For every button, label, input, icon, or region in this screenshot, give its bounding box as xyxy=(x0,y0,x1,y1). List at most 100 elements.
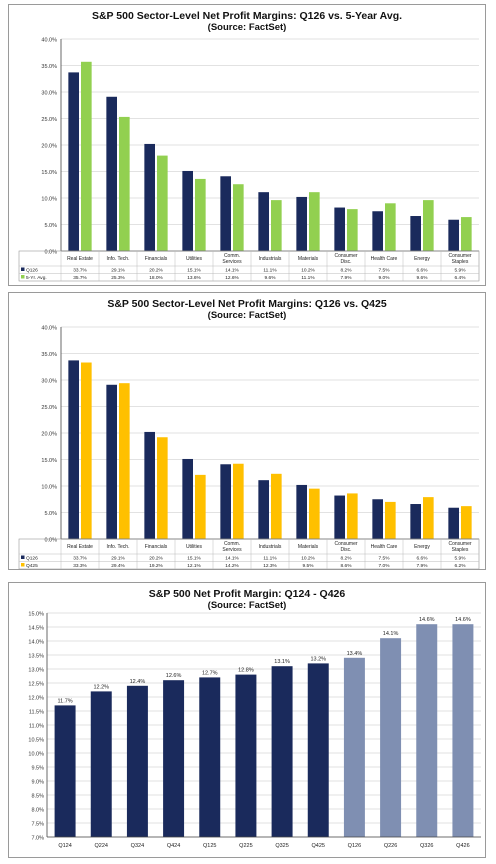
bar xyxy=(385,203,396,251)
data-label: 11.7% xyxy=(57,698,72,704)
bar xyxy=(220,464,231,539)
x-tick-label: Disc. xyxy=(340,259,351,265)
chart-title: S&P 500 Net Profit Margin: Q124 - Q426 xyxy=(148,588,346,600)
y-tick-label: 30.0% xyxy=(41,91,57,97)
data-label: 12.7% xyxy=(202,670,218,676)
legend-label: Q126 xyxy=(26,556,38,562)
y-tick-label: 30.0% xyxy=(41,379,57,385)
y-tick-label: 10.0% xyxy=(41,197,57,203)
chart-3-plot: 7.0% 7.5% 8.0% 8.5% 9.0% 9.5% 10.0% 10.5% 11.0% 1… xyxy=(28,612,481,849)
bar xyxy=(296,484,307,539)
bar xyxy=(54,705,76,837)
y-tick-label: 35.0% xyxy=(41,352,57,358)
bar xyxy=(334,207,345,251)
bar xyxy=(199,677,221,837)
table-value: 35.7% xyxy=(73,275,87,281)
y-tick-label: 7.5% xyxy=(31,822,44,828)
y-tick-label: 20.0% xyxy=(41,432,57,438)
legend-label: Q126 xyxy=(26,268,38,274)
bar xyxy=(296,196,307,251)
table-value: 12.6% xyxy=(225,275,239,281)
table-value: 8.2% xyxy=(341,268,353,274)
x-tick-label: Q324 xyxy=(131,843,144,849)
chart-title: S&P 500 Sector-Level Net Profit Margins:… xyxy=(91,10,403,22)
x-tick-label: Consumer xyxy=(334,253,357,259)
bar xyxy=(106,384,117,539)
data-label: 14.1% xyxy=(383,631,399,637)
bar xyxy=(233,184,244,251)
x-tick-label: Services xyxy=(222,259,242,265)
table-value: 5.9% xyxy=(455,268,467,274)
bar xyxy=(307,663,329,837)
legend-label: Q425 xyxy=(26,563,38,569)
bar xyxy=(385,501,396,539)
y-tick-label: 15.0% xyxy=(41,458,57,464)
bar xyxy=(448,219,459,251)
bar xyxy=(157,155,168,251)
x-tick-label: Comm. xyxy=(224,253,240,259)
bar xyxy=(372,499,383,539)
table-value: 12.1% xyxy=(187,563,201,569)
x-tick-label: Q125 xyxy=(203,843,216,849)
table-value: 9.6% xyxy=(417,275,429,281)
bar xyxy=(410,504,421,539)
bar xyxy=(309,488,320,539)
x-tick-label: Info. Tech. xyxy=(107,256,130,262)
bar xyxy=(343,657,365,837)
y-tick-label: 25.0% xyxy=(41,405,57,411)
x-tick-label: Industrials xyxy=(259,544,282,550)
y-tick-label: 13.5% xyxy=(28,654,44,660)
bar xyxy=(423,497,434,539)
bar xyxy=(347,493,358,539)
x-tick-label: Real Estate xyxy=(67,544,93,550)
y-tick-label: 11.0% xyxy=(29,724,44,730)
y-tick-label: 7.0% xyxy=(31,836,44,842)
legend-swatch xyxy=(21,555,25,559)
table-value: 12.3% xyxy=(263,563,277,569)
x-tick-label: Q224 xyxy=(95,843,108,849)
y-tick-label: 14.5% xyxy=(28,626,44,632)
chart-1-plot: 0.0% 5.0% 10.0% 15.0% 20.0% 25.0% 30.0% 35.0% 40… xyxy=(18,38,480,282)
chart-panel-1: S&P 500 Sector-Level Net Profit Margins:… xyxy=(8,4,486,286)
table-value: 13.6% xyxy=(187,275,201,281)
y-tick-label: 10.5% xyxy=(28,738,44,744)
chart-subtitle: (Source: FactSet) xyxy=(207,22,287,33)
bar xyxy=(157,437,168,539)
x-tick-label: Q126 xyxy=(348,843,361,849)
chart-panel-3: S&P 500 Net Profit Margin: Q124 - Q426 (… xyxy=(8,582,486,858)
bar xyxy=(461,217,472,251)
chart-subtitle: (Source: FactSet) xyxy=(207,310,287,321)
y-tick-label: 15.0% xyxy=(41,170,57,176)
data-label: 13.2% xyxy=(310,656,326,662)
table-value: 11.1% xyxy=(263,268,277,274)
bar xyxy=(271,473,282,539)
table-value: 20.2% xyxy=(149,268,163,274)
data-label: 12.8% xyxy=(238,668,254,674)
y-tick-label: 14.0% xyxy=(28,640,44,646)
table-value: 10.2% xyxy=(301,556,315,562)
bar xyxy=(144,431,155,539)
data-label: 12.6% xyxy=(166,673,182,679)
bar xyxy=(448,507,459,539)
bar xyxy=(81,362,92,539)
x-tick-label: Q424 xyxy=(167,843,180,849)
y-tick-label: 9.0% xyxy=(31,780,44,786)
y-tick-label: 11.5% xyxy=(29,710,44,716)
table-value: 14.1% xyxy=(225,556,239,562)
table-value: 7.5% xyxy=(379,556,391,562)
bar xyxy=(68,360,79,539)
chart-2-plot: 0.0% 5.0% 10.0% 15.0% 20.0% 25.0% 30.0% 35.0% 40… xyxy=(18,326,480,570)
y-tick-label: 13.0% xyxy=(28,668,44,674)
bar xyxy=(410,216,421,251)
bar xyxy=(90,691,112,837)
table-value: 5.9% xyxy=(455,556,467,562)
table-value: 6.4% xyxy=(455,275,467,281)
data-label: 13.1% xyxy=(274,659,290,665)
data-label: 13.4% xyxy=(347,651,363,657)
data-label: 14.6% xyxy=(419,617,435,623)
y-tick-label: 25.0% xyxy=(41,117,57,123)
bar xyxy=(81,61,92,251)
x-tick-label: Energy xyxy=(414,256,430,262)
table-value: 20.2% xyxy=(149,556,163,562)
x-tick-label: Materials xyxy=(298,544,319,550)
